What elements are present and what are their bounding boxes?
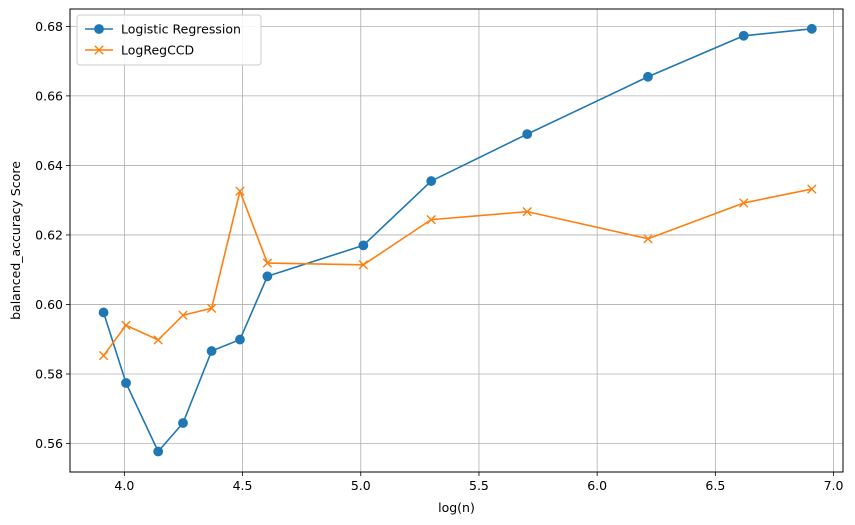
x-tick-label: 6.0 bbox=[587, 478, 607, 493]
x-axis-label: log(n) bbox=[438, 500, 475, 515]
data-point bbox=[262, 258, 273, 268]
legend: Logistic Regression LogRegCCD bbox=[76, 14, 262, 66]
marker-stroke bbox=[426, 214, 436, 225]
data-point bbox=[807, 184, 817, 194]
data-point bbox=[522, 206, 532, 217]
data-point bbox=[739, 198, 749, 208]
grid bbox=[70, 9, 843, 472]
data-point bbox=[121, 378, 131, 388]
legend-label: Logistic Regression bbox=[121, 22, 241, 37]
data-point bbox=[98, 350, 109, 361]
data-point bbox=[235, 186, 245, 196]
data-point bbox=[153, 335, 163, 345]
data-point bbox=[643, 71, 653, 82]
marker-stroke bbox=[807, 184, 817, 194]
marker-stroke bbox=[643, 234, 653, 244]
marker-stroke bbox=[358, 260, 369, 270]
y-tick-label: 0.68 bbox=[35, 19, 63, 34]
y-tick-label: 0.60 bbox=[35, 297, 63, 312]
data-point bbox=[426, 214, 436, 225]
y-tick-label: 0.66 bbox=[35, 88, 63, 103]
data-point bbox=[358, 240, 369, 251]
marker-stroke bbox=[178, 310, 188, 320]
legend-marker bbox=[94, 24, 104, 34]
marker-stroke bbox=[522, 206, 532, 217]
x-tick-label: 5.0 bbox=[351, 478, 371, 493]
x-tick-label: 4.5 bbox=[233, 478, 253, 493]
data-point bbox=[235, 334, 245, 345]
data-point bbox=[206, 303, 217, 313]
data-point bbox=[358, 260, 369, 270]
data-point bbox=[178, 310, 188, 320]
plot-frame bbox=[69, 8, 844, 473]
data-point bbox=[643, 234, 653, 244]
marker-stroke bbox=[739, 198, 749, 208]
data-point bbox=[262, 271, 273, 282]
y-tick-label: 0.64 bbox=[35, 158, 63, 173]
x-tick-label: 7.0 bbox=[824, 478, 844, 493]
data-point bbox=[806, 23, 817, 34]
data-point bbox=[522, 129, 533, 140]
legend-item: LogRegCCD bbox=[85, 43, 194, 58]
legend-item: Logistic Regression bbox=[85, 22, 241, 37]
data-point bbox=[738, 30, 749, 41]
ticks: 4.0 4.5 5.0 5.5 6.0 6.5 7.0 0.56 0.58 0.60 0.62 0.6… bbox=[35, 19, 843, 493]
data-point bbox=[98, 307, 109, 318]
marker-stroke bbox=[94, 45, 104, 55]
marker-stroke bbox=[262, 258, 273, 268]
x-tick-label: 4.0 bbox=[114, 478, 134, 493]
series-layer bbox=[98, 23, 817, 457]
y-tick-label: 0.58 bbox=[35, 366, 63, 381]
data-point bbox=[426, 176, 437, 186]
data-point bbox=[178, 418, 188, 428]
legend-marker bbox=[94, 45, 104, 55]
marker-stroke bbox=[153, 335, 163, 345]
legend-label: LogRegCCD bbox=[121, 43, 194, 58]
data-point bbox=[153, 446, 164, 457]
x-tick-label: 6.5 bbox=[705, 478, 725, 493]
x-tick-label: 5.5 bbox=[469, 478, 489, 493]
y-axis-label: balanced_accuracy Score bbox=[8, 161, 23, 320]
legend-box bbox=[76, 14, 262, 66]
data-point bbox=[206, 346, 217, 356]
series-logistic-regression bbox=[98, 23, 817, 457]
marker-stroke bbox=[206, 303, 217, 313]
marker-stroke bbox=[235, 186, 245, 196]
series-line bbox=[102, 188, 812, 357]
series-line bbox=[102, 28, 812, 453]
data-point bbox=[121, 320, 131, 331]
series-logregccd bbox=[98, 184, 817, 361]
marker-stroke bbox=[121, 320, 131, 331]
y-tick-label: 0.62 bbox=[35, 227, 63, 242]
marker-stroke bbox=[98, 350, 109, 361]
y-tick-label: 0.56 bbox=[35, 436, 63, 451]
